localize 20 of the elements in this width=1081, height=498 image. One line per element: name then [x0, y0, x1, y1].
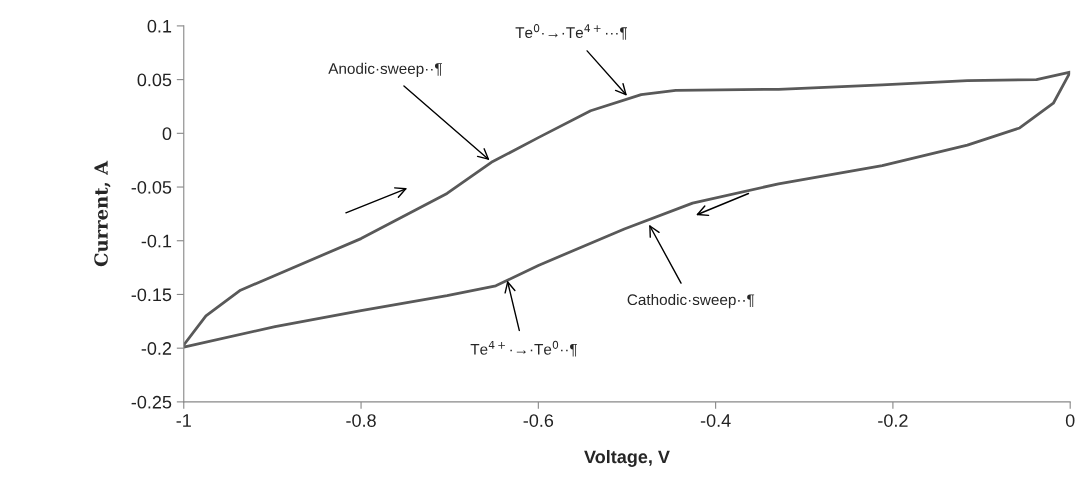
x-axis-title: Voltage, V	[584, 449, 670, 467]
y-tick-label: -0.1	[141, 234, 172, 248]
y-tick-label: -0.05	[131, 180, 172, 194]
y-tick-label: -0.2	[141, 342, 172, 355]
x-tick-label: -0.8	[346, 414, 376, 427]
x-tick-label: -0.4	[700, 414, 731, 427]
y-axis-title: Current, A	[94, 160, 111, 267]
annotation: Anodic·sweep··¶	[328, 62, 442, 78]
annotation: Cathodic·sweep··¶	[627, 293, 755, 309]
y-tick-label: 0.1	[147, 19, 172, 33]
y-tick-label: -0.15	[131, 288, 172, 302]
x-tick-label: -1	[176, 414, 191, 427]
x-tick-label: -0.2	[878, 414, 908, 427]
x-tick-label: -0.6	[523, 414, 554, 427]
y-tick-label: -0.25	[131, 395, 172, 409]
annotation: Te$^{0}$·→·Te$^{4+}$···¶	[515, 24, 627, 40]
y-tick-label: 0.05	[137, 73, 172, 87]
x-tick-label: 0	[1065, 414, 1075, 427]
y-tick-label: 0	[162, 127, 172, 141]
annotation: Te$^{4+}$·→·Te$^{0}$··¶	[470, 340, 577, 357]
